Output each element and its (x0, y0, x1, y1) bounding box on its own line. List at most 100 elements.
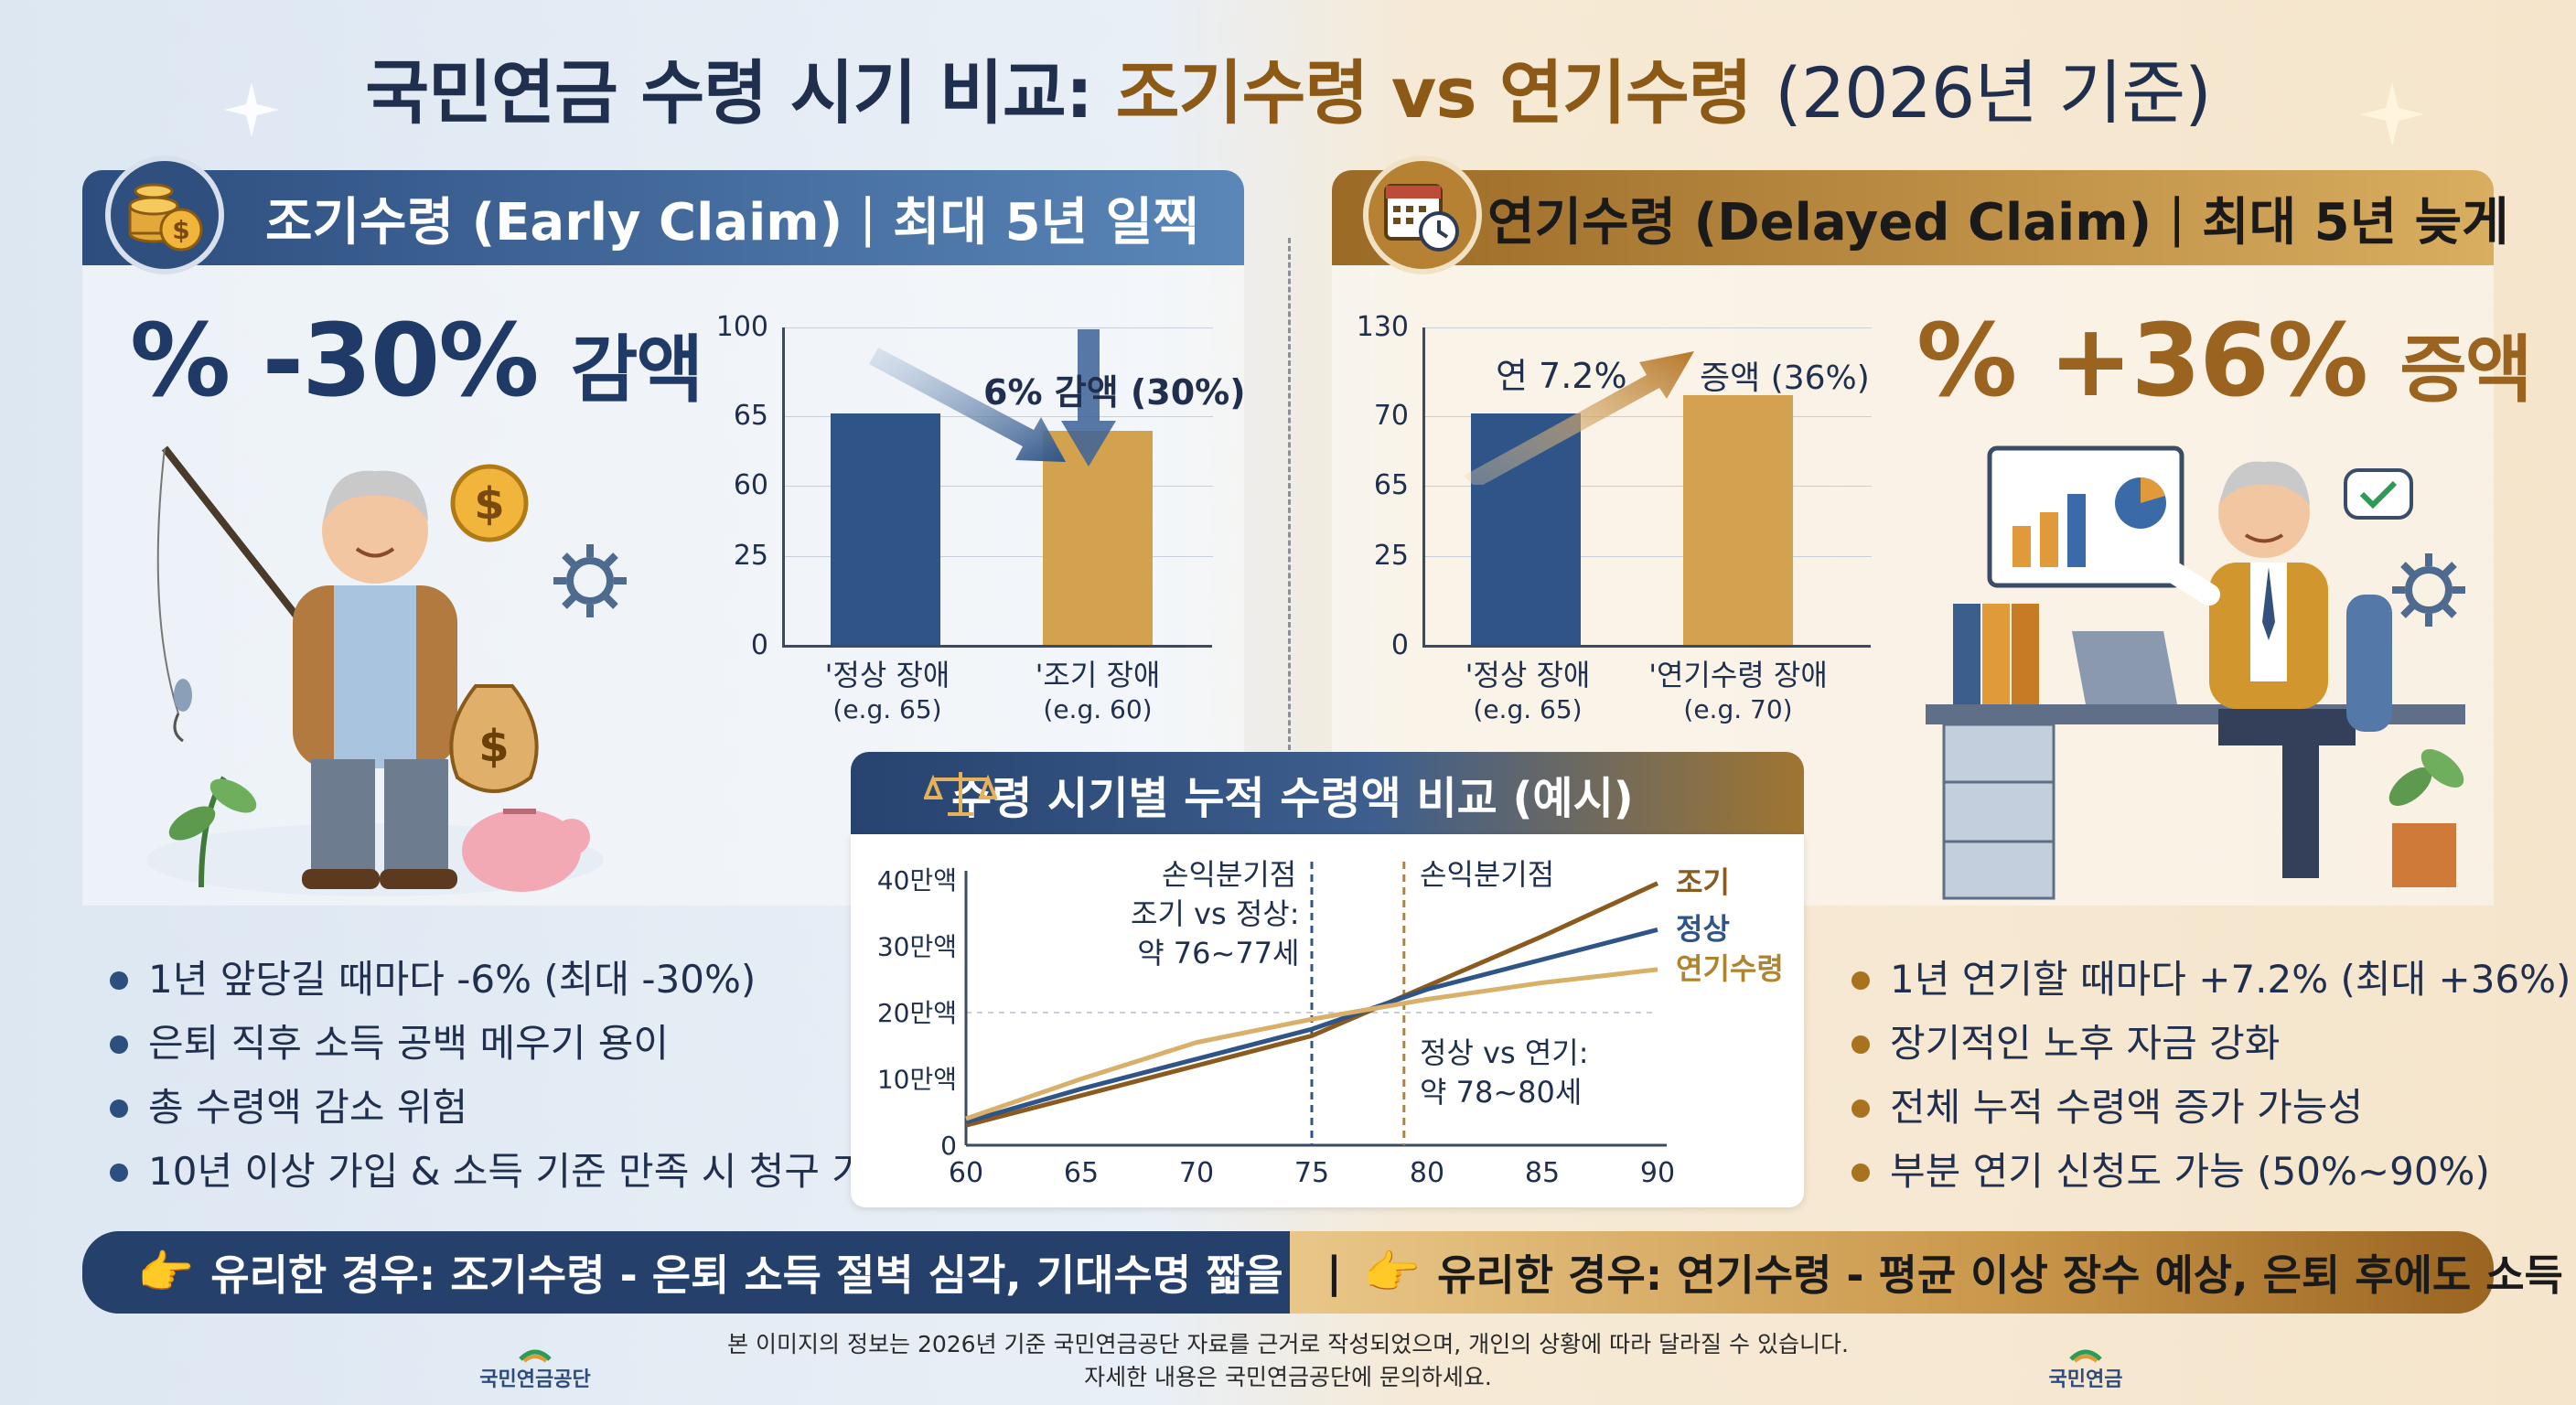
list-item: 10년 이상 가입 & 소득 기준 만족 시 청구 가능 (106, 1140, 903, 1204)
delayed-bullet-list: 1년 연기할 때마다 +7.2% (최대 +36%) 장기적인 노후 자금 강화… (1848, 948, 2571, 1204)
title-part-3: (2026년 기준) (1775, 52, 2212, 134)
list-item: 1년 앞당길 때마다 -6% (최대 -30%) (106, 948, 903, 1012)
bar-label-sub: (e.g. 70) (1683, 694, 1793, 724)
sparkle-icon (2360, 82, 2424, 146)
bar-delayed (1683, 395, 1793, 645)
bar-normal (831, 413, 940, 645)
series-line-정상 (965, 927, 1658, 1125)
ytick-label: 0 (750, 629, 768, 661)
ytick-label: 0 (940, 1131, 957, 1161)
xtick-label: 65 (1064, 1157, 1099, 1189)
delayed-header-sub: 최대 5년 늦게 (2202, 192, 2509, 252)
delayed-advantage-text: 유리한 경우: 연기수령 - 평균 이상 장수 예상, 은퇴 후에도 소득 유지 (1437, 1250, 2576, 1300)
breakeven-note-1: 조기 vs 정상: 약 76~77세 (1131, 895, 1300, 973)
list-item: 은퇴 직후 소득 공백 메우기 용이 (106, 1012, 903, 1076)
coins-icon: $ (105, 156, 224, 274)
center-divider (1288, 238, 1291, 750)
series-label: 연기수령 (1676, 951, 1784, 986)
svg-text:$: $ (172, 215, 189, 245)
title-part-1: 국민연금 수령 시기 비교: (365, 52, 1093, 134)
early-big-word: 감액 (570, 327, 703, 413)
ytick-label: 25 (733, 540, 768, 572)
footnote-line-1: 본 이미지의 정보는 2026년 기준 국민연금공단 자료를 근거로 작성되었으… (727, 1331, 1849, 1357)
breakeven-note-1-line1: 조기 vs 정상: (1131, 896, 1300, 931)
title-part-2: 조기수령 vs 연기수령 (1115, 52, 1753, 134)
gridline (1423, 486, 1872, 487)
breakeven-note-1-line2: 약 76~77세 (1137, 936, 1300, 971)
ytick-label: 40만액 (877, 865, 957, 896)
early-advantage-text: 유리한 경우: 조기수령 - 은퇴 소득 절벽 심각, 기대수명 짧을 때 (210, 1250, 1337, 1300)
early-big-percentage: % -30% 감액 (130, 302, 703, 419)
xtick-label: 75 (1294, 1157, 1329, 1189)
bar-label: '조기 장애 (e.g. 60) (1020, 657, 1175, 725)
calendar-clock-icon (1363, 156, 1482, 274)
bar-label-sub: (e.g. 65) (1473, 694, 1583, 724)
xtick-label: 85 (1525, 1157, 1560, 1189)
early-bar-annotation: 6% 감액 (30%) (983, 372, 1246, 413)
y-axis (1422, 327, 1425, 648)
bar-label-sub: (e.g. 60) (1043, 694, 1153, 724)
gridline (1423, 416, 1872, 417)
bar-label-sub: (e.g. 65) (832, 694, 942, 724)
down-arrow-icon (869, 329, 1116, 467)
x-axis (1422, 645, 1871, 648)
ytick-label: 65 (1373, 469, 1409, 501)
footnote: 본 이미지의 정보는 2026년 기준 국민연금공단 자료를 근거로 작성되었으… (0, 1328, 2576, 1395)
early-header: 조기수령 (Early Claim) | 최대 5년 일찍 (82, 170, 1244, 265)
footnote-line-2: 자세한 내용은 국민연금공단에 문의하세요. (1084, 1364, 1492, 1391)
delayed-advantage-bar: | 👉 유리한 경우: 연기수령 - 평균 이상 장수 예상, 은퇴 후에도 소… (1290, 1231, 2576, 1314)
svg-text:$: $ (474, 478, 504, 530)
pointing-hand-icon: 👉 (137, 1245, 195, 1299)
delayed-header-title: 연기수령 (Delayed Claim) (1487, 192, 2152, 252)
bar-label-text: '정상 장애 (824, 658, 950, 692)
retiree-fishing-illustration: $ (146, 445, 604, 896)
series-label: 정상 (1676, 911, 1730, 946)
ytick-label: 10만액 (877, 1065, 957, 1095)
delayed-rate-annotation: 연 7.2% (1496, 356, 1627, 396)
ytick-label: 20만액 (877, 998, 957, 1028)
breakeven-note-2: 정상 vs 연기: 약 78~80세 (1420, 1034, 1589, 1112)
breakeven-label: 손익분기점 (1162, 857, 1297, 892)
xtick-label: 90 (1640, 1157, 1675, 1189)
list-item: 전체 누적 수령액 증가 가능성 (1848, 1076, 2571, 1140)
xtick-label: 60 (949, 1157, 983, 1189)
gear-icon (2392, 553, 2465, 627)
sparkle-icon (224, 82, 279, 137)
logo-right: 국민연금 (2012, 1345, 2159, 1392)
ytick-label: 130 (1356, 311, 1409, 343)
gridline (1423, 556, 1872, 557)
bar-label-text: '연기수령 장애 (1648, 658, 1828, 692)
bar-label: '연기수령 장애 (e.g. 70) (1637, 657, 1839, 725)
early-header-sub: 최대 5년 일찍 (893, 192, 1200, 252)
up-arrow-icon (1464, 351, 1694, 485)
ytick-label: 100 (715, 311, 768, 343)
xtick-label: 80 (1410, 1157, 1444, 1189)
ytick-label: 70 (1373, 400, 1409, 432)
ytick-label: 0 (1390, 629, 1409, 661)
early-bullet-list: 1년 앞당길 때마다 -6% (최대 -30%) 은퇴 직후 소득 공백 메우기… (106, 948, 903, 1204)
delayed-header: 연기수령 (Delayed Claim) | 최대 5년 늦게 (1332, 170, 2509, 265)
bar-early (1043, 431, 1153, 645)
bar-label-text: '정상 장애 (1465, 658, 1591, 692)
y-axis (782, 327, 785, 648)
bar-label: '정상 장애 (e.g. 65) (810, 657, 965, 725)
series-label: 조기 (1676, 865, 1730, 900)
breakeven-note-2-line1: 정상 vs 연기: (1420, 1035, 1589, 1070)
bottom-separator: | (1326, 1248, 1342, 1297)
ytick-label: 60 (733, 469, 768, 501)
line-chart-title: 수령 시기별 누적 수령액 비교 (예시) (951, 773, 1634, 824)
bar-label-text: '조기 장애 (1035, 658, 1161, 692)
logo-right-text: 국민연금 (2048, 1368, 2123, 1391)
dollar-coin-icon: $ (450, 464, 529, 542)
delayed-increase-annotation: 증액 (36%) (1700, 359, 1870, 397)
ytick-label: 30만액 (877, 932, 957, 962)
list-item: 1년 연기할 때마다 +7.2% (최대 +36%) (1848, 948, 2571, 1012)
gear-icon (553, 544, 627, 617)
svg-text:$: $ (478, 721, 509, 772)
early-big-value: % -30% (130, 302, 539, 419)
logo-mark-icon (2069, 1349, 2102, 1363)
header-separator: | (2168, 188, 2186, 248)
logo-left-text: 국민연금공단 (479, 1368, 591, 1391)
gridline (783, 556, 1213, 557)
